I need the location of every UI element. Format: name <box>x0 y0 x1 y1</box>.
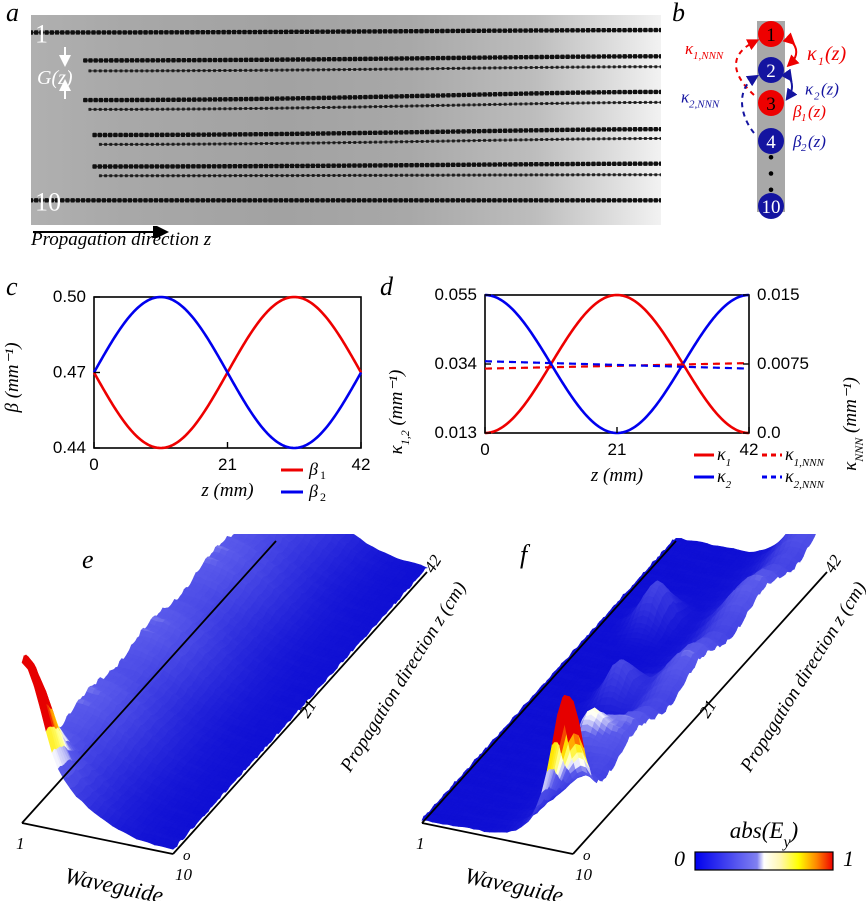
svg-text:1: 1 <box>35 20 48 49</box>
svg-text:1: 1 <box>818 54 824 68</box>
svg-text:(z): (z) <box>825 43 846 65</box>
svg-text:G(z): G(z) <box>37 67 73 89</box>
svg-text:0: 0 <box>480 440 489 459</box>
svg-text:(z): (z) <box>808 132 826 151</box>
svg-text:0.44: 0.44 <box>53 438 86 457</box>
svg-text:β (mm⁻¹): β (mm⁻¹) <box>2 342 23 413</box>
svg-text:0.015: 0.015 <box>757 285 800 304</box>
svg-text:0.0075: 0.0075 <box>757 354 809 373</box>
svg-text:1: 1 <box>16 834 25 853</box>
svg-text:0.055: 0.055 <box>434 285 477 304</box>
svg-text:(z): (z) <box>808 102 826 121</box>
svg-text:1: 1 <box>766 25 776 46</box>
svg-text:z (mm): z (mm) <box>590 465 643 486</box>
svg-text:2: 2 <box>766 61 776 82</box>
svg-text:β: β <box>308 481 318 501</box>
svg-text:0.013: 0.013 <box>434 423 477 442</box>
svg-text:21: 21 <box>608 440 627 459</box>
svg-text:0.034: 0.034 <box>434 354 477 373</box>
svg-text:2,NNN: 2,NNN <box>689 99 720 111</box>
svg-text:0: 0 <box>89 455 98 474</box>
svg-text:Waveguide: Waveguide <box>62 863 165 901</box>
svg-text:0.47: 0.47 <box>53 363 86 382</box>
svg-text:(z): (z) <box>821 80 839 99</box>
svg-text:κ: κ <box>807 43 817 65</box>
svg-text:1: 1 <box>801 112 807 124</box>
svg-text:κ: κ <box>805 80 814 99</box>
svg-text:21: 21 <box>218 455 237 474</box>
svg-text:o: o <box>183 848 191 864</box>
svg-text:κ2: κ2 <box>717 466 732 491</box>
svg-text:10: 10 <box>35 187 61 216</box>
svg-text:κ1,2 (mm⁻¹): κ1,2 (mm⁻¹) <box>386 370 412 455</box>
svg-text:κNNN (mm⁻¹): κNNN (mm⁻¹) <box>840 377 866 471</box>
svg-text:z (mm): z (mm) <box>200 480 253 501</box>
svg-text:42: 42 <box>740 440 759 459</box>
svg-text:10: 10 <box>175 865 193 884</box>
svg-text:1,NNN: 1,NNN <box>693 50 724 62</box>
svg-text:42: 42 <box>352 455 371 474</box>
svg-text:2: 2 <box>801 142 807 154</box>
svg-text:0.50: 0.50 <box>53 287 86 306</box>
svg-text:2: 2 <box>320 490 326 504</box>
svg-text:0.0: 0.0 <box>757 423 781 442</box>
svg-text:2: 2 <box>814 91 820 103</box>
svg-text:3: 3 <box>766 94 776 115</box>
svg-text:κ2,NNN: κ2,NNN <box>785 466 825 491</box>
svg-text:β: β <box>308 459 318 479</box>
svg-text:4: 4 <box>766 132 776 153</box>
svg-text:10: 10 <box>762 197 781 218</box>
svg-text:1: 1 <box>320 468 326 482</box>
